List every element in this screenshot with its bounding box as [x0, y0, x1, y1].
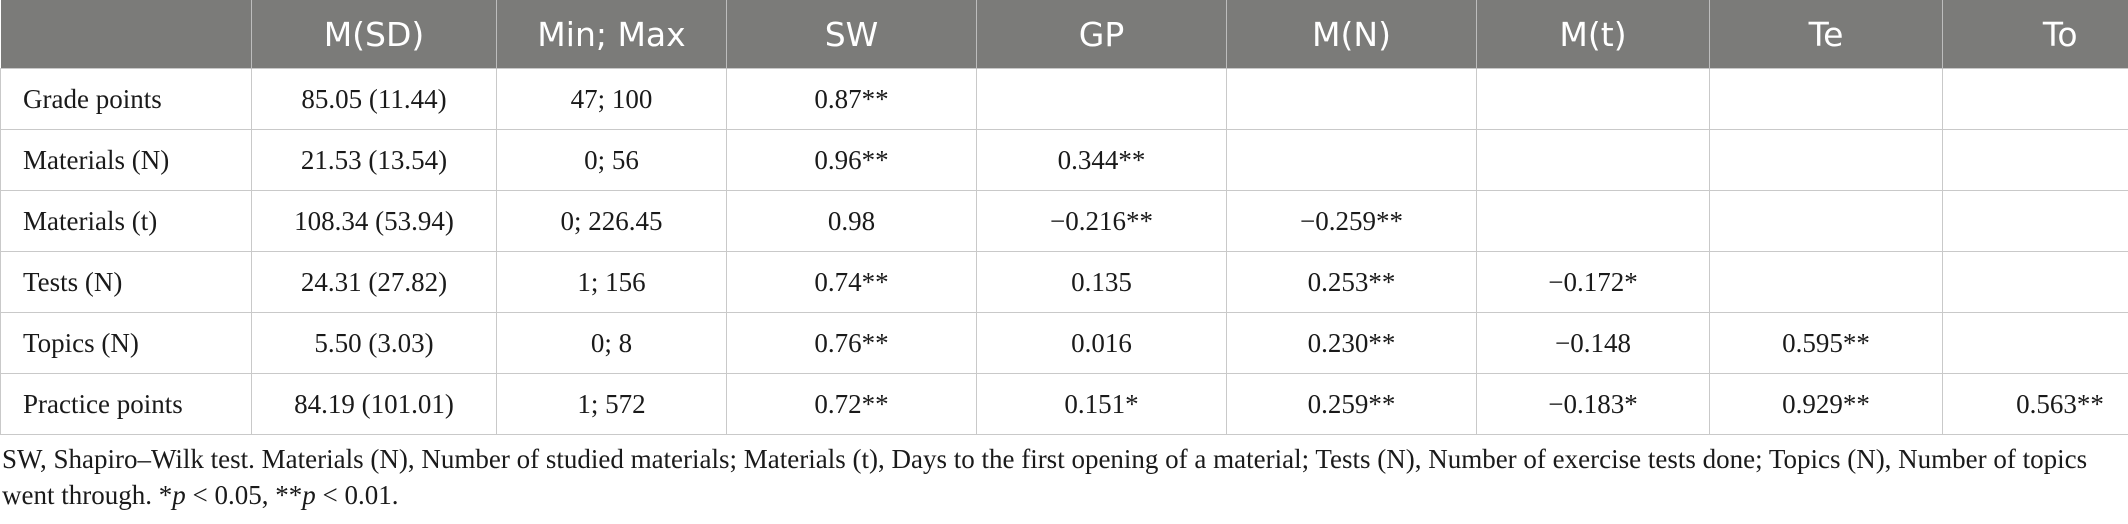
table-cell	[1709, 190, 1943, 252]
footnote-p-symbol: p	[302, 480, 316, 510]
row-label: Materials (N)	[0, 129, 252, 191]
table-cell: 0; 226.45	[496, 190, 727, 252]
table-cell	[1226, 129, 1477, 191]
table-cell: 0.230**	[1226, 312, 1477, 374]
table-cell	[1476, 129, 1710, 191]
table-cell: 5.50 (3.03)	[251, 312, 497, 374]
table-cell	[1942, 312, 2128, 374]
table-cell: 0.135	[976, 251, 1227, 313]
table-cell: 0; 56	[496, 129, 727, 191]
footnote-threshold-1: < 0.05, **	[185, 480, 303, 510]
table-cell: 85.05 (11.44)	[251, 68, 497, 130]
table-cell: 0.595**	[1709, 312, 1943, 374]
table-cell	[1942, 251, 2128, 313]
footnote-text: SW, Shapiro–Wilk test. Materials (N), Nu…	[2, 444, 2088, 510]
table-cell: 0.344**	[976, 129, 1227, 191]
table-cell: 0.98	[726, 190, 977, 252]
table-cell: 21.53 (13.54)	[251, 129, 497, 191]
table-cell: 47; 100	[496, 68, 727, 130]
table-row: Grade points 85.05 (11.44) 47; 100 0.87*…	[0, 68, 2128, 130]
table-cell	[1709, 129, 1943, 191]
table-cell	[1942, 68, 2128, 130]
table-cell: 0.87**	[726, 68, 977, 130]
header-cell-sw: SW	[726, 0, 977, 69]
table-cell: −0.172*	[1476, 251, 1710, 313]
table-cell: 0.96**	[726, 129, 977, 191]
header-cell-gp: GP	[976, 0, 1227, 69]
table-cell	[1476, 190, 1710, 252]
row-label: Materials (t)	[0, 190, 252, 252]
table-cell	[976, 68, 1227, 130]
table-row: Topics (N) 5.50 (3.03) 0; 8 0.76** 0.016…	[0, 312, 2128, 374]
table-cell: 24.31 (27.82)	[251, 251, 497, 313]
header-cell-te: Te	[1709, 0, 1943, 69]
table-cell: 0.72**	[726, 373, 977, 435]
table-cell: −0.148	[1476, 312, 1710, 374]
header-cell-mn: M(N)	[1226, 0, 1477, 69]
row-label: Practice points	[0, 373, 252, 435]
table-cell: 0.151*	[976, 373, 1227, 435]
table-cell	[1942, 129, 2128, 191]
footnote-threshold-2: < 0.01.	[315, 480, 399, 510]
header-cell-blank	[0, 0, 252, 69]
table-cell	[1709, 251, 1943, 313]
table-cell: 84.19 (101.01)	[251, 373, 497, 435]
table-row: Practice points 84.19 (101.01) 1; 572 0.…	[0, 373, 2128, 435]
table-cell: −0.216**	[976, 190, 1227, 252]
table-cell	[1226, 68, 1477, 130]
table-cell: 0.563**	[1942, 373, 2128, 435]
table-header: M(SD) Min; Max SW GP M(N) M(t) Te To	[0, 0, 2128, 69]
table-cell: 108.34 (53.94)	[251, 190, 497, 252]
table-body: Grade points 85.05 (11.44) 47; 100 0.87*…	[0, 68, 2128, 435]
table-cell: 0.76**	[726, 312, 977, 374]
header-row: M(SD) Min; Max SW GP M(N) M(t) Te To	[0, 0, 2128, 69]
table-cell: 1; 156	[496, 251, 727, 313]
header-cell-msd: M(SD)	[251, 0, 497, 69]
table-cell	[1709, 68, 1943, 130]
footnote-p-symbol: p	[172, 480, 186, 510]
table-cell: 0; 8	[496, 312, 727, 374]
table-cell: −0.259**	[1226, 190, 1477, 252]
correlation-table: M(SD) Min; Max SW GP M(N) M(t) Te To Gra…	[0, 0, 2128, 435]
header-cell-mt: M(t)	[1476, 0, 1710, 69]
header-cell-to: To	[1942, 0, 2128, 69]
table-cell	[1476, 68, 1710, 130]
table-row: Tests (N) 24.31 (27.82) 1; 156 0.74** 0.…	[0, 251, 2128, 313]
table-row: Materials (t) 108.34 (53.94) 0; 226.45 0…	[0, 190, 2128, 252]
table-cell	[1942, 190, 2128, 252]
header-cell-minmax: Min; Max	[496, 0, 727, 69]
table-cell: 0.74**	[726, 251, 977, 313]
table-cell: 0.929**	[1709, 373, 1943, 435]
row-label: Topics (N)	[0, 312, 252, 374]
table-footnote: SW, Shapiro–Wilk test. Materials (N), Nu…	[0, 435, 2122, 513]
table-container: M(SD) Min; Max SW GP M(N) M(t) Te To Gra…	[0, 0, 2128, 513]
table-cell: 1; 572	[496, 373, 727, 435]
table-cell: −0.183*	[1476, 373, 1710, 435]
row-label: Tests (N)	[0, 251, 252, 313]
table-cell: 0.253**	[1226, 251, 1477, 313]
row-label: Grade points	[0, 68, 252, 130]
table-cell: 0.259**	[1226, 373, 1477, 435]
table-row: Materials (N) 21.53 (13.54) 0; 56 0.96**…	[0, 129, 2128, 191]
table-cell: 0.016	[976, 312, 1227, 374]
